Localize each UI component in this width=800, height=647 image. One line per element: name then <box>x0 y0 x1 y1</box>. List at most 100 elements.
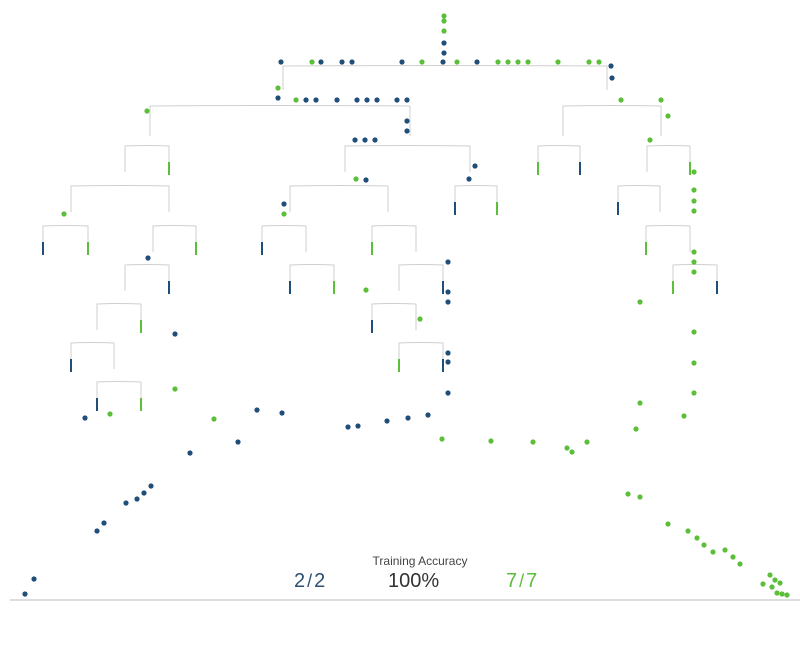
sample-dot-104 <box>685 528 691 534</box>
sample-dot-2 <box>441 28 447 34</box>
sample-dot-87 <box>235 439 241 445</box>
leaf-bar-8 <box>87 242 89 255</box>
tree-leaves <box>42 162 718 411</box>
sample-dot-61 <box>363 287 369 293</box>
sample-dot-39 <box>404 128 410 134</box>
sample-dot-15 <box>495 59 501 65</box>
accuracy-panel: Training Accuracy 2/2 100% 7/7 <box>290 554 550 598</box>
sample-dot-31 <box>364 97 370 103</box>
blue-total: 2 <box>314 570 326 592</box>
sample-dot-29 <box>334 97 340 103</box>
sample-dot-74 <box>82 415 88 421</box>
sample-dot-5 <box>278 59 284 65</box>
leaf-bar-23 <box>442 359 444 372</box>
leaf-bar-16 <box>442 281 444 294</box>
sample-dot-82 <box>355 423 361 429</box>
sample-dot-14 <box>474 59 480 65</box>
sample-dot-68 <box>445 350 451 356</box>
sample-dot-19 <box>555 59 561 65</box>
sample-dot-115 <box>777 580 783 586</box>
sample-dot-16 <box>505 59 511 65</box>
sample-dot-30 <box>354 97 360 103</box>
sample-dot-85 <box>425 412 431 418</box>
sample-dot-95 <box>148 483 154 489</box>
green-total: 7 <box>526 570 538 592</box>
sample-dot-25 <box>275 95 281 101</box>
sample-dot-11 <box>419 59 425 65</box>
branch-split-1 <box>149 105 411 136</box>
sample-dot-77 <box>254 407 260 413</box>
accuracy-title: Training Accuracy <box>372 554 468 568</box>
leaf-bar-5 <box>496 202 498 215</box>
leaf-bar-11 <box>371 242 373 255</box>
sample-dot-1 <box>441 18 447 24</box>
sample-dot-105 <box>694 535 700 541</box>
sample-dot-97 <box>134 496 140 502</box>
sample-dot-113 <box>767 572 773 578</box>
branch-split-8 <box>289 185 389 212</box>
sample-dot-76 <box>211 416 217 422</box>
sample-dot-35 <box>618 97 624 103</box>
green-correct: 7 <box>506 570 518 592</box>
sample-dot-36 <box>658 97 664 103</box>
sample-dot-119 <box>779 591 785 597</box>
branch-split-17 <box>289 264 335 291</box>
branch-split-0 <box>282 65 608 90</box>
sample-dot-12 <box>440 59 446 65</box>
sample-dot-18 <box>525 59 531 65</box>
sample-dot-50 <box>691 187 697 193</box>
branch-split-24 <box>96 381 142 408</box>
sample-dot-69 <box>445 359 451 365</box>
sample-dot-111 <box>31 576 37 582</box>
leaf-bar-0 <box>168 162 170 175</box>
sample-dot-94 <box>187 450 193 456</box>
sample-dot-66 <box>691 329 697 335</box>
leaf-bar-22 <box>398 359 400 372</box>
sample-dot-53 <box>281 201 287 207</box>
leaf-bar-13 <box>168 281 170 294</box>
sample-dot-90 <box>530 439 536 445</box>
sample-dot-28 <box>313 97 319 103</box>
sample-dot-112 <box>22 591 28 597</box>
branch-split-20 <box>96 303 142 330</box>
branch-split-23 <box>398 342 444 369</box>
sample-dot-7 <box>318 59 324 65</box>
leaf-bar-14 <box>289 281 291 294</box>
sample-dot-118 <box>774 590 780 596</box>
overall-accuracy: 100% <box>388 570 440 592</box>
sample-dot-22 <box>608 63 614 69</box>
leaf-bar-4 <box>454 202 456 215</box>
sample-dot-83 <box>384 418 390 424</box>
sample-dot-63 <box>445 299 451 305</box>
sample-dot-59 <box>145 255 151 261</box>
sample-dot-8 <box>339 59 345 65</box>
branch-split-14 <box>371 225 417 252</box>
leaf-bar-7 <box>42 242 44 255</box>
sample-dot-80 <box>681 413 687 419</box>
sample-dot-99 <box>625 491 631 497</box>
sample-dot-26 <box>293 97 299 103</box>
sample-dot-9 <box>349 59 355 65</box>
leaf-bar-21 <box>70 359 72 372</box>
sample-dot-43 <box>372 137 378 143</box>
sample-dot-3 <box>441 40 447 46</box>
sample-dot-38 <box>404 118 410 124</box>
sample-dot-13 <box>454 59 460 65</box>
sample-dot-67 <box>172 331 178 337</box>
sample-dot-75 <box>107 411 113 417</box>
sample-dot-102 <box>94 528 100 534</box>
sample-dot-58 <box>691 269 697 275</box>
branch-split-22 <box>70 342 115 369</box>
sample-dot-103 <box>665 521 671 527</box>
branch-split-11 <box>42 225 89 252</box>
branch-split-16 <box>124 264 170 291</box>
leaf-bar-3 <box>689 162 691 175</box>
sample-dot-70 <box>691 360 697 366</box>
sample-dot-60 <box>445 259 451 265</box>
sample-dot-57 <box>691 259 697 265</box>
sample-dot-10 <box>399 59 405 65</box>
sample-dot-47 <box>353 176 359 182</box>
sample-dot-72 <box>445 390 451 396</box>
sample-dot-81 <box>345 424 351 430</box>
sample-dot-40 <box>665 113 671 119</box>
